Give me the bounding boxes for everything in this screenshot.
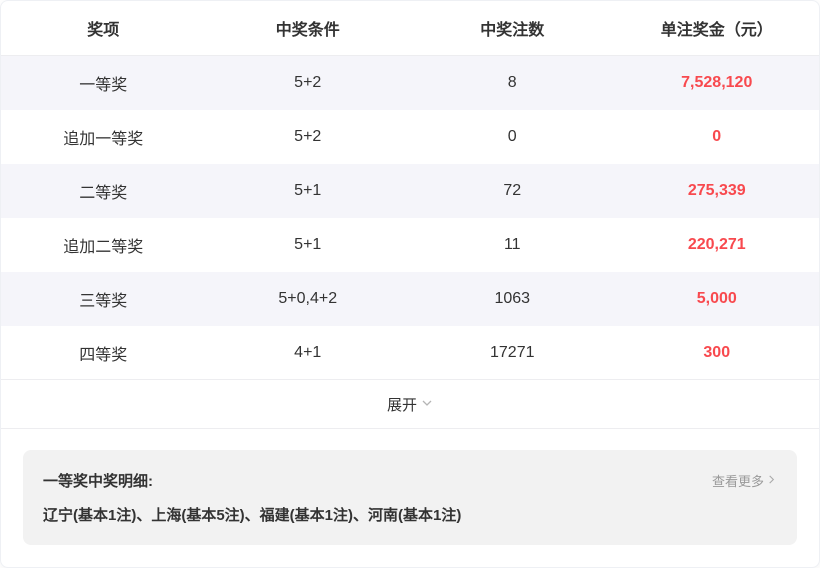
view-more-link[interactable]: 查看更多	[712, 471, 777, 490]
amount-cell: 0	[712, 128, 722, 145]
amount-cell: 220,271	[687, 236, 746, 253]
amount-cell: 7,528,120	[681, 74, 753, 91]
condition-cell: 5+1	[294, 236, 322, 253]
count-cell: 11	[503, 236, 521, 253]
count-cell: 72	[503, 182, 522, 199]
table-row: 三等奖 5+0,4+2 1063 5,000	[1, 272, 819, 326]
table-header-row: 奖项 中奖条件 中奖注数 单注奖金（元）	[1, 1, 819, 56]
first-prize-details-panel: 一等奖中奖明细: 查看更多 辽宁(基本1注)、上海(基本5注)、福建(基本1注)…	[23, 450, 797, 545]
prize-cell: 三等奖	[79, 293, 128, 310]
prize-cell: 追加二等奖	[63, 239, 144, 256]
count-cell: 0	[507, 128, 517, 145]
condition-cell: 5+0,4+2	[278, 290, 338, 307]
amount-cell: 300	[703, 343, 731, 361]
column-header-count: 中奖注数	[480, 22, 545, 39]
details-title: 一等奖中奖明细:	[43, 473, 153, 490]
condition-cell: 4+1	[294, 343, 322, 361]
count-cell: 8	[507, 74, 517, 91]
table-row: 追加二等奖 5+1 11 220,271	[1, 218, 819, 272]
amount-cell: 275,339	[687, 182, 746, 199]
details-header: 一等奖中奖明细: 查看更多	[43, 470, 777, 491]
table-row: 四等奖 4+1 17271 300	[1, 326, 819, 380]
table-row: 二等奖 5+1 72 275,339	[1, 164, 819, 218]
column-header-amount: 单注奖金（元）	[660, 22, 773, 39]
prize-cell: 追加一等奖	[63, 131, 144, 148]
column-header-prize: 奖项	[87, 22, 120, 39]
expand-row: 展开	[1, 380, 819, 429]
prize-cell: 二等奖	[79, 185, 128, 202]
view-more-label: 查看更多	[711, 474, 764, 489]
condition-cell: 5+2	[294, 128, 322, 145]
count-cell: 17271	[490, 343, 535, 361]
chevron-right-icon	[766, 473, 777, 488]
condition-cell: 5+2	[294, 74, 322, 91]
prize-cell: 一等奖	[79, 77, 128, 94]
count-cell: 1063	[494, 290, 531, 307]
table-row: 一等奖 5+2 8 7,528,120	[1, 56, 819, 110]
chevron-down-icon	[421, 396, 433, 413]
expand-button[interactable]: 展开	[387, 394, 433, 415]
details-content: 辽宁(基本1注)、上海(基本5注)、福建(基本1注)、河南(基本1注)	[43, 507, 462, 524]
table-row: 追加一等奖 5+2 0 0	[1, 110, 819, 164]
expand-button-label: 展开	[386, 396, 417, 414]
condition-cell: 5+1	[294, 182, 322, 199]
column-header-condition: 中奖条件	[275, 22, 340, 39]
prize-cell: 四等奖	[79, 346, 128, 364]
amount-cell: 5,000	[696, 290, 737, 307]
